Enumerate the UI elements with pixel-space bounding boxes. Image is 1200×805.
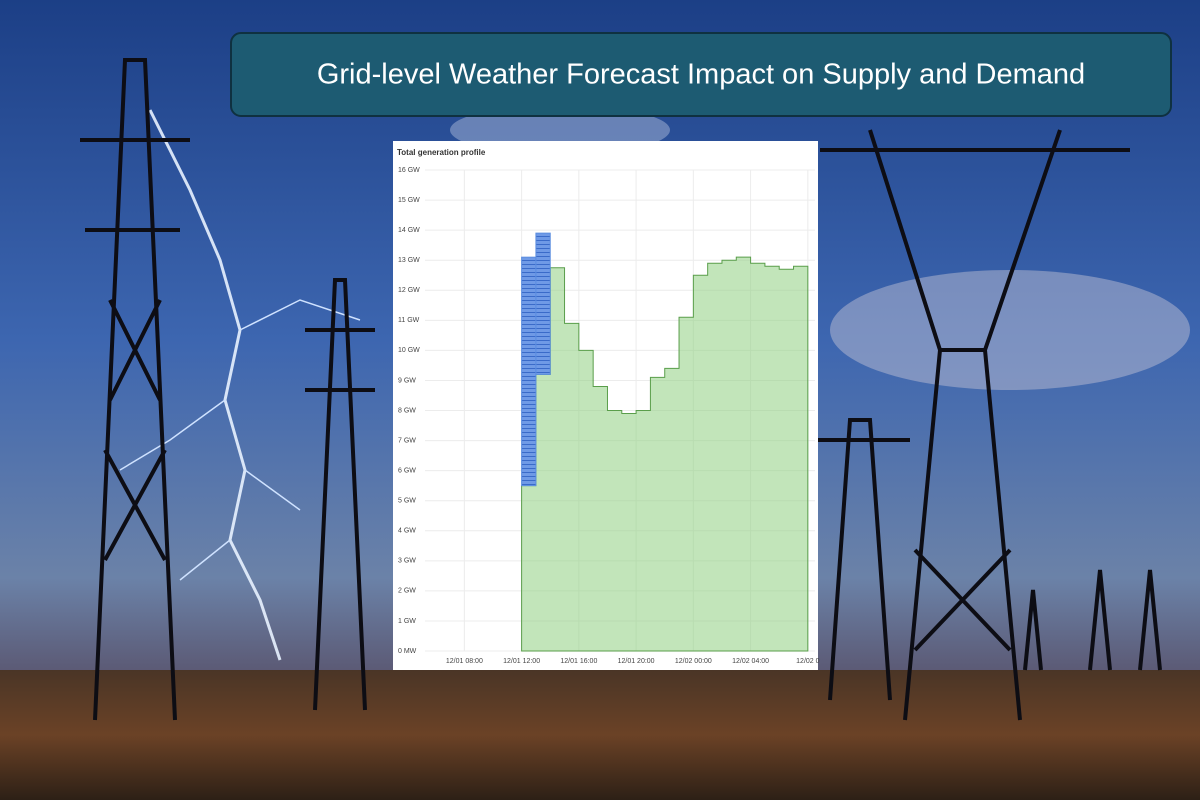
ground	[0, 670, 1200, 800]
y-tick-label: 4 GW	[398, 528, 416, 535]
x-tick-label: 12/02 00:00	[675, 658, 712, 665]
cloud	[830, 270, 1190, 390]
y-tick-label: 2 GW	[398, 588, 416, 595]
x-tick-label: 12/01 16:00	[560, 658, 597, 665]
chart-title: Total generation profile	[397, 148, 486, 157]
y-tick-label: 10 GW	[398, 347, 420, 354]
y-tick-label: 5 GW	[398, 498, 416, 505]
y-tick-label: 13 GW	[398, 257, 420, 264]
bar	[521, 256, 537, 487]
area	[521, 256, 809, 652]
y-tick-label: 12 GW	[398, 287, 420, 294]
x-tick-label: 12/01 12:00	[503, 658, 540, 665]
page-title: Grid-level Weather Forecast Impact on Su…	[317, 59, 1085, 91]
y-tick-label: 8 GW	[398, 407, 416, 414]
y-tick-label: 16 GW	[398, 167, 420, 174]
bar	[535, 232, 551, 375]
pylons	[80, 58, 1162, 721]
y-tick-label: 15 GW	[398, 197, 420, 204]
x-tick-label: 12/01 20:00	[618, 658, 655, 665]
chart: Total generation profile 0 MW 1 GW 2 GW 3 G…	[393, 141, 820, 670]
y-tick-label: 0 MW	[398, 648, 417, 655]
title-banner	[230, 32, 1172, 117]
y-tick-label: 6 GW	[398, 467, 416, 474]
y-tick-label: 9 GW	[398, 377, 416, 384]
y-tick-label: 7 GW	[398, 437, 416, 444]
y-tick-label: 3 GW	[398, 558, 416, 565]
x-tick-label: 12/02 04:00	[732, 658, 769, 665]
x-tick-label: 12/02 0	[796, 658, 819, 665]
y-tick-label: 14 GW	[398, 227, 420, 234]
x-tick-label: 12/01 08:00	[446, 658, 483, 665]
lightning	[119, 299, 361, 581]
y-tick-label: 11 GW	[398, 317, 420, 324]
y-tick-label: 1 GW	[398, 618, 416, 625]
